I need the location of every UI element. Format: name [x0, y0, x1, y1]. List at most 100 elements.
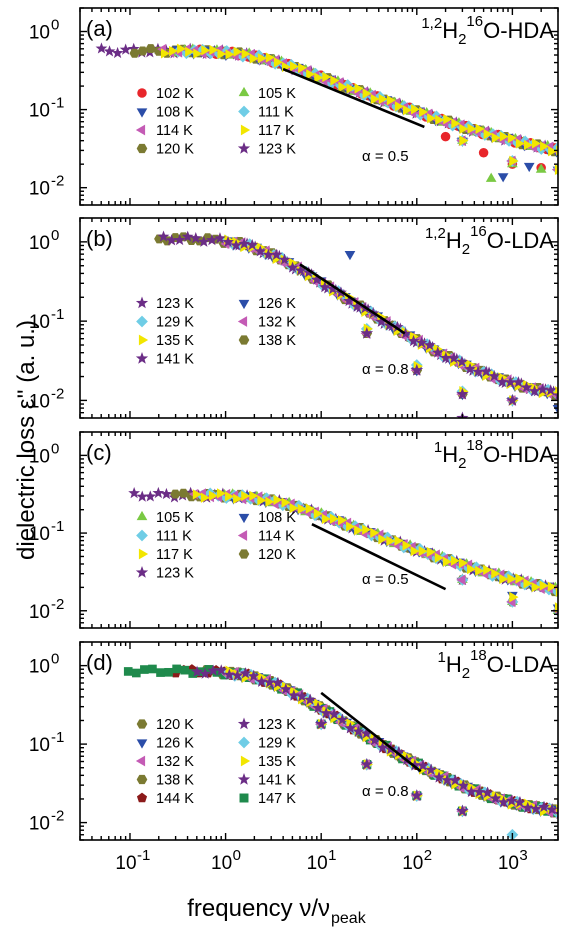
data-point — [290, 61, 299, 72]
data-point — [386, 535, 396, 547]
data-point — [481, 786, 494, 798]
data-point — [160, 48, 170, 59]
data-point — [217, 488, 226, 499]
alpha-annotation: α = 0.8 — [362, 361, 409, 378]
legend-label: 114 K — [258, 529, 295, 545]
legend-label: 132 K — [258, 315, 296, 331]
legend-marker — [136, 315, 148, 328]
data-point — [410, 545, 420, 557]
data-point — [178, 488, 189, 498]
data-point — [193, 48, 203, 59]
panel-title: 1H218O-HDA — [434, 437, 554, 472]
y-tick-label-exponent: 0 — [51, 227, 59, 244]
data-point — [241, 48, 251, 59]
data-point — [318, 280, 331, 293]
data-point — [233, 493, 243, 504]
data-point — [127, 42, 140, 55]
legend-marker — [136, 529, 148, 542]
legend-label: 108 K — [156, 105, 194, 121]
data-point-outlier — [535, 163, 547, 173]
data-point — [306, 69, 316, 80]
data-point — [302, 266, 315, 278]
data-point — [177, 43, 187, 54]
data-point — [279, 683, 292, 695]
data-point — [346, 521, 355, 532]
data-point — [451, 118, 461, 129]
data-point — [225, 49, 235, 60]
data-point — [123, 667, 133, 676]
data-point — [197, 235, 210, 247]
data-point — [233, 46, 243, 57]
data-point — [483, 564, 493, 576]
data-point — [270, 248, 283, 260]
legend: 102 K 105 K 108 K 111 K 114 K 117 K 120 K 123 K — [135, 86, 296, 158]
legend-marker — [135, 296, 149, 309]
y-tick-label: 10 — [29, 446, 50, 467]
series-117-k — [192, 488, 558, 613]
data-point — [312, 701, 324, 714]
data-point — [200, 492, 210, 503]
slope-reference-line — [282, 67, 425, 129]
data-point — [207, 664, 220, 676]
data-point-outlier — [552, 405, 558, 415]
data-point-outlier — [478, 148, 489, 158]
data-point — [265, 52, 275, 63]
legend-marker — [237, 717, 251, 730]
panel-title-part: 2 — [462, 241, 470, 258]
legend-label: 117 K — [156, 547, 193, 563]
data-point — [263, 676, 276, 688]
legend-label: 123 K — [258, 142, 296, 158]
legend-label: 123 K — [156, 296, 194, 312]
plot-area — [154, 230, 558, 418]
legend-label: 105 K — [156, 510, 194, 526]
x-tick-label-exponent: 2 — [424, 847, 432, 864]
data-point — [131, 668, 141, 678]
data-point — [137, 46, 148, 56]
data-point — [209, 44, 219, 56]
data-point — [201, 45, 211, 56]
alpha-annotation: α = 0.5 — [362, 571, 409, 588]
data-point — [172, 664, 181, 674]
legend-label: 132 K — [156, 754, 194, 770]
data-point — [447, 352, 460, 364]
axes-frame — [79, 431, 559, 629]
legend-label: 120 K — [258, 547, 296, 563]
data-point — [314, 72, 324, 83]
data-point-outlier — [360, 758, 373, 770]
legend-label: 126 K — [258, 296, 296, 312]
panel-label: (b) — [86, 226, 113, 251]
data-point-outlier — [410, 363, 423, 376]
legend-marker — [238, 105, 250, 118]
data-point — [265, 496, 275, 507]
data-point — [169, 45, 178, 57]
y-tick-label-exponent: 0 — [51, 651, 59, 668]
data-point — [157, 230, 170, 242]
x-axis-label-main: frequency ν/ν — [187, 895, 330, 922]
data-point — [370, 527, 380, 538]
data-point-outlier — [410, 789, 423, 801]
data-point — [434, 552, 444, 563]
slope-reference-line — [299, 263, 406, 335]
data-point — [426, 546, 436, 558]
data-point — [188, 669, 198, 678]
panel-title-part: 2 — [458, 455, 466, 472]
legend-label: 129 K — [156, 315, 194, 331]
panel-title-part: 18 — [466, 437, 483, 454]
data-point — [507, 573, 517, 584]
data-point — [515, 138, 525, 149]
data-point — [523, 139, 533, 151]
data-point — [208, 490, 218, 501]
legend-marker — [238, 549, 250, 559]
legend-marker — [135, 124, 146, 136]
data-point — [191, 665, 203, 677]
data-point — [546, 803, 558, 815]
data-point — [255, 675, 268, 687]
y-tick-label: 10 — [29, 391, 50, 412]
data-point — [548, 146, 558, 157]
series-117-k — [160, 43, 558, 176]
data-point — [529, 802, 542, 815]
data-point — [480, 365, 493, 377]
data-point-outlier — [509, 591, 519, 603]
